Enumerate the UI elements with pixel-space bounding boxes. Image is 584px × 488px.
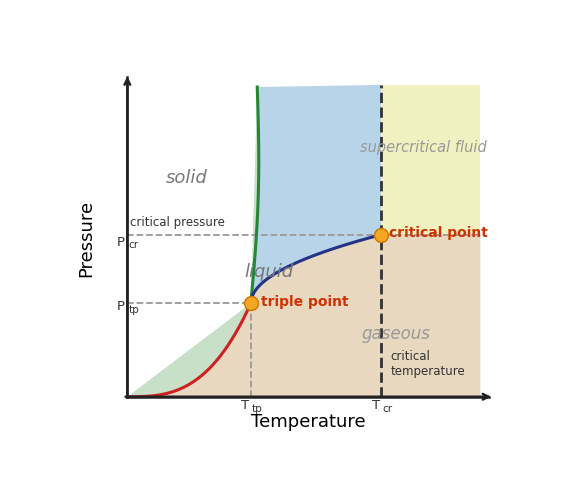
Polygon shape [127,235,480,397]
Text: gaseous: gaseous [361,325,430,344]
Text: Temperature: Temperature [251,412,366,430]
Polygon shape [251,85,381,303]
Text: tp: tp [128,305,140,315]
Text: solid: solid [166,169,208,187]
Text: supercritical fluid: supercritical fluid [360,140,487,155]
Text: P: P [117,236,125,249]
Text: critical
temperature: critical temperature [390,350,465,378]
Text: T: T [241,399,249,412]
Text: cr: cr [382,404,392,414]
Polygon shape [127,85,259,397]
Polygon shape [381,85,480,235]
Text: critical pressure: critical pressure [130,216,224,229]
Text: P: P [117,300,125,313]
Text: Pressure: Pressure [78,201,96,278]
Text: cr: cr [128,240,139,250]
Text: triple point: triple point [262,295,349,308]
Text: critical point: critical point [388,226,488,240]
Text: liquid: liquid [244,263,293,281]
Text: tp: tp [252,404,262,414]
Text: T: T [372,399,380,412]
